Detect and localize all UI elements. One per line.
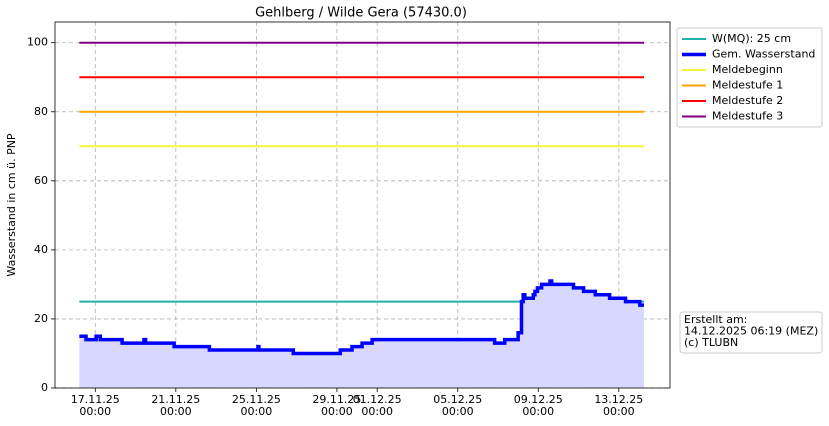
x-tick-label: 05.12.25 00:00 bbox=[433, 393, 482, 418]
legend-label: Gem. Wasserstand bbox=[712, 48, 815, 61]
line bbox=[79, 279, 644, 356]
y-tick-label: 0 bbox=[41, 381, 48, 394]
x-tick-label: 13.12.25 00:00 bbox=[594, 393, 643, 418]
annotation-text: (c) TLUBN bbox=[684, 336, 738, 349]
x-tick-label: 25.11.25 00:00 bbox=[232, 393, 281, 418]
plot-frame bbox=[54, 21, 671, 389]
y-tick-label: 80 bbox=[34, 105, 48, 118]
y-axis-label: Wasserstand in cm ü. PNP bbox=[5, 133, 18, 277]
legend-box bbox=[676, 27, 823, 128]
area bbox=[79, 280, 644, 388]
y-tick-label: 40 bbox=[34, 243, 48, 256]
chart-title: Gehlberg / Wilde Gera (57430.0) bbox=[255, 6, 467, 21]
legend-label: Meldestufe 2 bbox=[712, 94, 783, 107]
x-tick-label: 29.11.25 00:00 bbox=[312, 393, 361, 418]
y-tick-label: 100 bbox=[27, 36, 48, 49]
legend-label: W(MQ): 25 cm bbox=[712, 32, 791, 45]
x-tick-label: 01.12.25 00:00 bbox=[353, 393, 402, 418]
x-tick-label: 21.11.25 00:00 bbox=[151, 393, 200, 418]
annotation-text: 14.12.2025 06:19 (MEZ) bbox=[684, 325, 818, 338]
legend-label: Meldestufe 3 bbox=[712, 110, 783, 123]
legend-label: Meldestufe 1 bbox=[712, 79, 783, 92]
annotation-box bbox=[679, 311, 823, 354]
annotation-text: Erstellt am: bbox=[684, 313, 747, 326]
x-tick-label: 17.11.25 00:00 bbox=[71, 393, 120, 418]
y-tick-label: 60 bbox=[34, 174, 48, 187]
y-tick-label: 20 bbox=[34, 312, 48, 325]
x-tick-label: 09.12.25 00:00 bbox=[514, 393, 563, 418]
legend-label: Meldebeginn bbox=[712, 63, 783, 76]
